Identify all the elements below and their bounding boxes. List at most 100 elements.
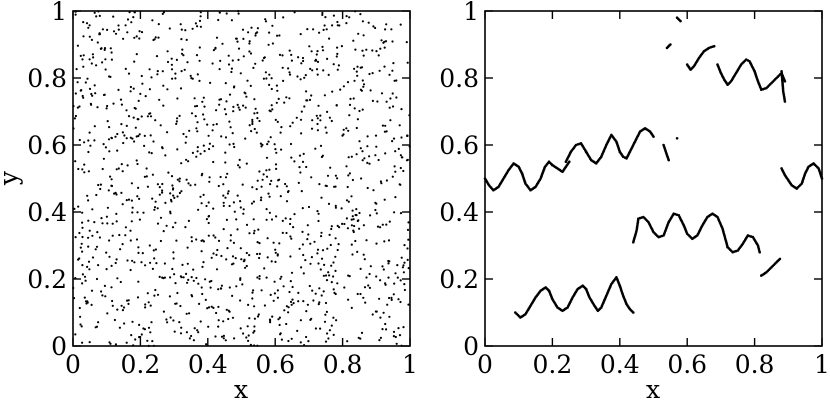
scatter-point [291,121,294,124]
scatter-point [322,290,325,293]
scatter-point [131,320,134,323]
scatter-point [379,180,382,183]
scatter-point [224,161,227,164]
scatter-point [180,190,183,193]
scatter-point [144,95,147,98]
scatter-point [129,268,132,272]
scatter-point [212,252,215,255]
scatter-point [336,52,339,56]
scatter-point [308,45,311,48]
scatter-point [269,293,272,296]
scatter-point [175,58,178,62]
scatter-point [110,51,113,54]
scatter-point [124,67,127,70]
scatter-point [95,193,98,197]
scatter-point [265,169,268,172]
scatter-point [96,231,99,234]
scatter-point [85,22,89,25]
scatter-point [116,132,119,136]
scatter-point [215,311,218,315]
scatter-point [352,218,355,221]
scatter-point [254,107,257,110]
scatter-point [81,94,84,98]
scatter-point [358,227,361,230]
scatter-point [154,119,157,122]
scatter-point [129,85,132,89]
scatter-point [325,28,328,31]
scatter-point [203,150,206,153]
scatter-point [93,11,96,14]
scatter-point [81,264,84,267]
scatter-point [225,100,228,103]
scatter-point [214,236,217,239]
scatter-point [331,90,334,93]
scatter-point [314,327,317,330]
scatter-point [195,276,198,280]
scatter-point [246,325,249,328]
scatter-point [116,149,119,152]
scatter-point [302,253,305,257]
scatter-point [355,208,358,211]
scatter-point [340,207,343,210]
scatter-point [161,12,164,15]
scatter-point [362,34,365,37]
scatter-point [187,219,190,222]
scatter-point [250,130,253,133]
scatter-point [270,87,273,91]
scatter-point [270,218,274,221]
scatter-point [315,53,318,56]
scatter-point [652,135,655,138]
scatter-point [117,24,120,27]
scatter-point [106,206,109,209]
scatter-point [233,210,236,213]
right-scatter-panel: 0 0.2 0.4 0.6 0.8 1 0 0.2 0.4 0.6 0.8 1 x [439,0,830,401]
scatter-point [76,81,79,84]
scatter-point [112,102,115,105]
scatter-point [87,150,90,154]
scatter-point [124,226,127,229]
scatter-point [126,299,129,302]
scatter-point [146,339,149,342]
scatter-point [351,178,354,182]
scatter-point [115,212,118,215]
scatter-point [121,170,124,173]
scatter-point [191,151,194,154]
scatter-point [281,219,284,222]
scatter-point [364,301,367,304]
scatter-point [224,82,227,85]
scatter-point [358,140,361,143]
scatter-point [375,202,378,205]
scatter-point [375,145,378,148]
scatter-point [208,147,211,151]
scatter-point [256,276,259,279]
scatter-point [351,253,354,256]
scatter-point [82,65,85,68]
scatter-point [296,329,299,332]
scatter-point [260,185,263,188]
scatter-point [252,218,255,221]
scatter-point [106,120,109,123]
scatter-point [217,239,221,242]
scatter-point [356,118,359,121]
scatter-point [97,264,100,267]
scatter-point [172,251,175,254]
scatter-point [262,173,265,176]
scatter-point [248,232,251,235]
scatter-point [198,19,202,22]
scatter-point [384,152,387,155]
scatter-point [224,151,227,154]
scatter-point [245,264,248,268]
scatter-point [382,311,385,314]
scatter-point [166,50,169,53]
scatter-point [393,165,396,168]
scatter-point [252,289,255,292]
scatter-point [96,106,99,109]
scatter-point [116,277,119,280]
scatter-point [158,275,161,278]
x-tick-label: 0.4 [600,350,640,379]
scatter-point [151,197,154,200]
scatter-point [188,129,191,132]
scatter-point [244,106,247,109]
scatter-point [176,178,179,181]
scatter-point [192,268,195,271]
